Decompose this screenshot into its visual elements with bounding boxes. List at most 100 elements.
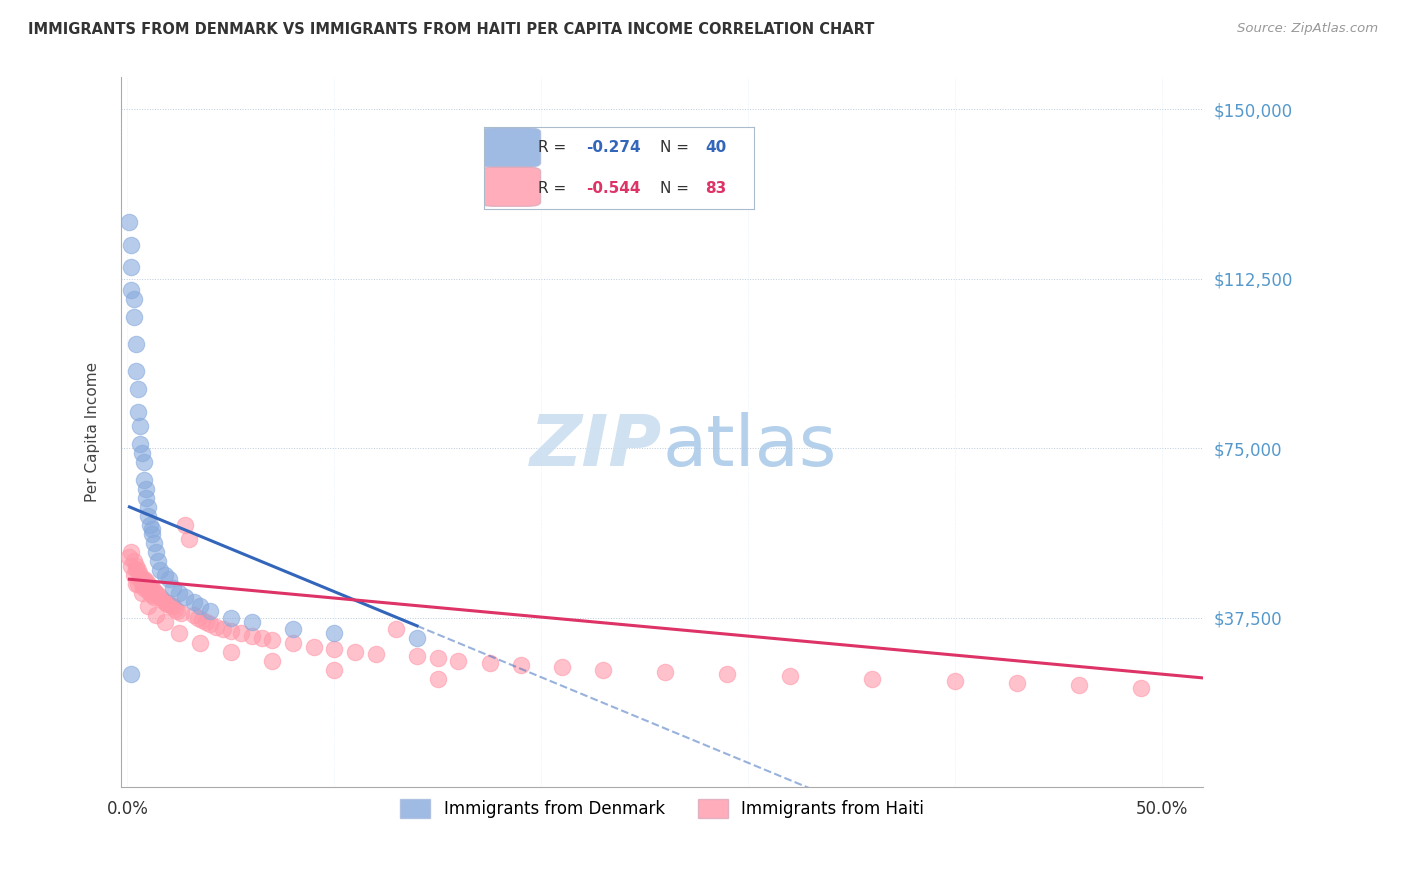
Point <box>198 617 221 632</box>
Point <box>281 622 304 636</box>
Point <box>145 545 167 559</box>
Point <box>167 626 190 640</box>
Point <box>343 644 366 658</box>
Point <box>143 536 166 550</box>
Legend: Immigrants from Denmark, Immigrants from Haiti: Immigrants from Denmark, Immigrants from… <box>394 792 931 825</box>
Point <box>127 563 149 577</box>
Point <box>141 581 163 595</box>
Point <box>183 595 205 609</box>
Point <box>145 608 167 623</box>
Point <box>131 586 153 600</box>
Point <box>152 592 174 607</box>
Point <box>250 631 273 645</box>
Point <box>1005 676 1028 690</box>
Point <box>141 527 163 541</box>
Point <box>148 588 170 602</box>
Point <box>148 554 170 568</box>
Point <box>139 581 162 595</box>
Point <box>162 599 184 614</box>
Point <box>211 622 233 636</box>
Point <box>127 383 149 397</box>
Point <box>1069 678 1091 692</box>
Point <box>162 581 184 595</box>
Point <box>121 283 143 297</box>
Point <box>135 491 157 505</box>
Point <box>124 337 146 351</box>
Text: atlas: atlas <box>662 412 837 481</box>
Point <box>219 624 242 639</box>
Point <box>943 673 966 688</box>
Point <box>183 608 205 623</box>
Point <box>159 599 181 614</box>
Point <box>281 635 304 649</box>
Point <box>135 482 157 496</box>
Point <box>240 629 263 643</box>
Point <box>131 572 153 586</box>
Point <box>141 588 163 602</box>
Text: IMMIGRANTS FROM DENMARK VS IMMIGRANTS FROM HAITI PER CAPITA INCOME CORRELATION C: IMMIGRANTS FROM DENMARK VS IMMIGRANTS FR… <box>28 22 875 37</box>
Point <box>135 581 157 595</box>
Point <box>323 626 346 640</box>
Point <box>139 586 162 600</box>
Point <box>478 656 501 670</box>
Point <box>231 626 253 640</box>
Point <box>174 591 197 605</box>
Point <box>132 473 155 487</box>
Point <box>426 651 449 665</box>
Point <box>716 667 738 681</box>
Point <box>191 613 214 627</box>
Point <box>145 586 167 600</box>
Point <box>124 558 146 573</box>
Point <box>128 418 150 433</box>
Point <box>136 599 159 614</box>
Point <box>121 237 143 252</box>
Point <box>124 364 146 378</box>
Point <box>118 215 141 229</box>
Point <box>219 644 242 658</box>
Point <box>127 405 149 419</box>
Point <box>122 310 145 324</box>
Point <box>136 508 159 523</box>
Point <box>426 672 449 686</box>
Point <box>364 647 387 661</box>
Point <box>240 615 263 629</box>
Point <box>166 604 188 618</box>
Point <box>860 672 883 686</box>
Point <box>143 591 166 605</box>
Point <box>262 633 284 648</box>
Point <box>122 567 145 582</box>
Text: ZIP: ZIP <box>530 412 662 481</box>
Point <box>143 583 166 598</box>
Point <box>187 610 209 624</box>
Point <box>121 558 143 573</box>
Point <box>135 574 157 589</box>
Point <box>118 549 141 564</box>
Point <box>128 567 150 582</box>
Point <box>198 604 221 618</box>
Point <box>149 591 172 605</box>
Point <box>124 563 146 577</box>
Point <box>136 583 159 598</box>
Point <box>163 601 186 615</box>
Point <box>157 572 180 586</box>
Point <box>136 576 159 591</box>
Point <box>551 660 574 674</box>
Point <box>121 260 143 275</box>
Point <box>170 606 193 620</box>
Point <box>779 669 801 683</box>
Point <box>122 554 145 568</box>
Text: Source: ZipAtlas.com: Source: ZipAtlas.com <box>1237 22 1378 36</box>
Point <box>141 523 163 537</box>
Point <box>323 642 346 657</box>
Point <box>132 581 155 595</box>
Point <box>127 576 149 591</box>
Point <box>153 595 176 609</box>
Point <box>323 663 346 677</box>
Point <box>509 658 531 673</box>
Point <box>406 649 429 664</box>
Y-axis label: Per Capita Income: Per Capita Income <box>86 362 100 502</box>
Point <box>149 563 172 577</box>
Point <box>122 292 145 306</box>
Point <box>447 654 470 668</box>
Point <box>385 622 408 636</box>
